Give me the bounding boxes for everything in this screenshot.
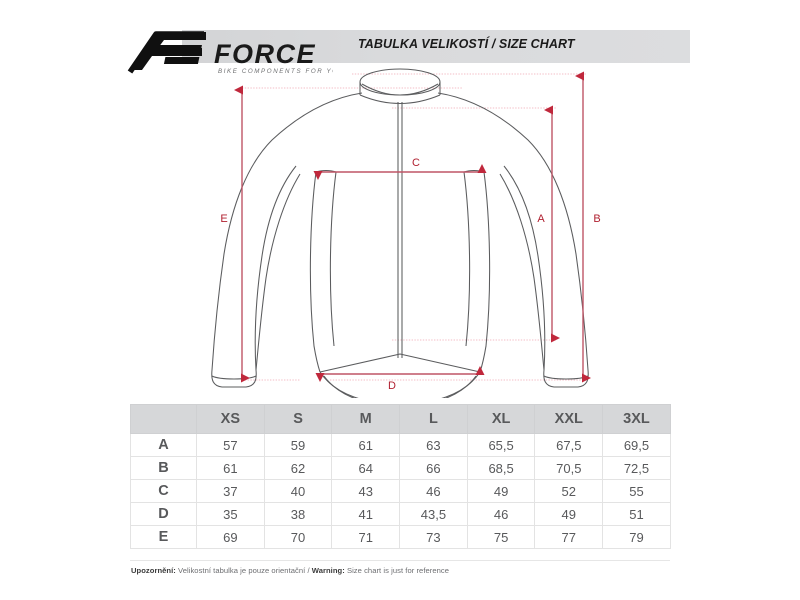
header-band: [182, 30, 690, 63]
table-cell: 68,5: [466, 456, 536, 480]
table-cell: 70: [263, 525, 333, 549]
table-cell: 72,5: [602, 456, 671, 480]
table-cell: 70,5: [534, 456, 604, 480]
force-tagline: BIKE COMPONENTS FOR YOU: [218, 68, 333, 75]
dimension-label-C: C: [412, 157, 420, 169]
dimension-label-D: D: [388, 380, 396, 392]
dimension-label-A: A: [537, 213, 545, 225]
dimension-label-B: B: [593, 213, 600, 225]
dimension-arrows: [234, 71, 591, 383]
collar-top: [359, 68, 441, 96]
table-cell: 61: [331, 433, 401, 457]
footer-warning-note: Upozornění: Velikostní tabulka je pouze …: [131, 566, 449, 575]
table-header-row: XS S M L XL XXL 3XL: [130, 404, 671, 434]
table-cell: 67,5: [534, 433, 604, 457]
size-chart-table: XS S M L XL XXL 3XL A 57 59 61 63 65,5: [130, 404, 671, 549]
table-col-header: XXL: [534, 404, 604, 434]
table-row-label: D: [130, 502, 197, 526]
table-cell: 46: [466, 502, 536, 526]
table-corner-cell: [130, 404, 197, 434]
table-cell: 43,5: [399, 502, 468, 526]
table-cell: 49: [466, 479, 536, 503]
table-col-header: XS: [196, 404, 265, 434]
table-cell: 61: [196, 456, 265, 480]
table-cell: 71: [331, 525, 401, 549]
table-row: E 69 70 71 73 75 77 79: [130, 525, 671, 549]
table-row: B 61 62 64 66 68,5 70,5 72,5: [130, 456, 671, 480]
table-col-header: XL: [466, 404, 536, 434]
table-cell: 64: [331, 456, 401, 480]
table-cell: 40: [263, 479, 333, 503]
table-cell: 57: [196, 433, 265, 457]
table-cell: 55: [602, 479, 671, 503]
table-col-header: 3XL: [602, 404, 671, 434]
force-wordmark: FORCE: [214, 39, 316, 69]
table-cell: 52: [534, 479, 604, 503]
table-cell: 59: [263, 433, 333, 457]
table-cell: 38: [263, 502, 333, 526]
table-cell: 75: [466, 525, 536, 549]
table-cell: 41: [331, 502, 401, 526]
table-col-header: S: [263, 404, 333, 434]
table-cell: 37: [196, 479, 265, 503]
table-cell: 77: [534, 525, 604, 549]
table-cell: 66: [399, 456, 468, 480]
table-row: C 37 40 43 46 49 52 55: [130, 479, 671, 503]
table-cell: 79: [602, 525, 671, 549]
table-cell: 46: [399, 479, 468, 503]
table-row-label: C: [130, 479, 197, 503]
table-cell: 73: [399, 525, 468, 549]
table-col-header: M: [331, 404, 401, 434]
table-cell: 69: [196, 525, 265, 549]
table-row-label: E: [130, 525, 197, 549]
force-logo-svg: FORCE BIKE COMPONENTS FOR YOU: [127, 31, 333, 75]
table-row-label: B: [130, 456, 197, 480]
table-col-header: L: [399, 404, 468, 434]
warning-label-cs: Upozornění:: [131, 566, 176, 575]
footer-divider: [130, 560, 670, 561]
garment-diagram: E A B C D: [0, 58, 800, 398]
table-row: D 35 38 41 43,5 46 49 51: [130, 502, 671, 526]
table-cell: 43: [331, 479, 401, 503]
page-title: TABULKA VELIKOSTÍ / SIZE CHART: [358, 37, 575, 51]
warning-label-en: Warning:: [311, 566, 345, 575]
table-cell: 65,5: [466, 433, 536, 457]
table-cell: 51: [602, 502, 671, 526]
table-cell: 63: [399, 433, 468, 457]
warning-text-en: Size chart is just for reference: [344, 566, 450, 575]
page-header: FORCE BIKE COMPONENTS FOR YOU TABULKA VE…: [0, 0, 800, 90]
warning-text-cs: Velikostní tabulka je pouze orientační /: [175, 566, 312, 575]
table-row: A 57 59 61 63 65,5 67,5 69,5: [130, 433, 671, 457]
force-logo: FORCE BIKE COMPONENTS FOR YOU: [118, 26, 333, 78]
guide-lines: [242, 73, 586, 381]
table-cell: 49: [534, 502, 604, 526]
table-cell: 62: [263, 456, 333, 480]
garment-diagram-svg: E A B C D: [211, 68, 601, 398]
dimension-label-E: E: [220, 213, 227, 225]
table-row-label: A: [130, 433, 197, 457]
jersey-outline: [211, 68, 589, 398]
table-cell: 35: [196, 502, 265, 526]
table-cell: 69,5: [602, 433, 671, 457]
size-chart-table-wrap: XS S M L XL XXL 3XL A 57 59 61 63 65,5: [130, 404, 671, 549]
